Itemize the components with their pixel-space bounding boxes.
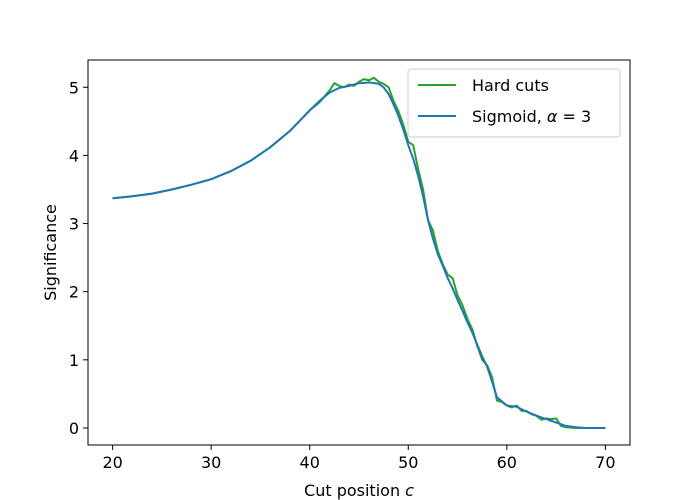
x-tick-label: 70	[595, 453, 615, 472]
x-tick-label: 40	[300, 453, 320, 472]
legend-label-sigmoid: Sigmoid, α = 3	[472, 107, 591, 126]
x-axis: 20 30 40 50 60 70	[102, 445, 616, 472]
y-tick-label: 5	[69, 78, 79, 97]
x-axis-label-text: Cut position	[304, 481, 405, 500]
y-tick-label: 0	[69, 419, 79, 438]
y-tick-label: 4	[69, 146, 79, 165]
x-tick-label: 50	[398, 453, 418, 472]
series-line-sigmoid	[112, 81, 606, 429]
x-tick-label: 20	[102, 453, 122, 472]
x-axis-label: Cut position c	[304, 481, 414, 500]
axes-frame	[87, 59, 631, 446]
y-tick-label: 2	[69, 283, 79, 302]
legend: Hard cuts Sigmoid, α = 3	[407, 68, 621, 138]
legend-label-hard-cuts: Hard cuts	[472, 76, 549, 95]
legend-label-sigmoid-alpha: α	[547, 107, 558, 126]
y-tick-label: 3	[69, 215, 79, 234]
y-axis-label: Significance	[41, 204, 60, 301]
x-axis-label-variable: c	[405, 481, 414, 500]
legend-box	[407, 68, 621, 138]
x-tick-label: 60	[497, 453, 517, 472]
legend-label-sigmoid-suffix: = 3	[557, 107, 591, 126]
plot-area	[87, 59, 631, 446]
y-tick-label: 1	[69, 351, 79, 370]
legend-label-sigmoid-prefix: Sigmoid,	[472, 107, 547, 126]
y-axis: 0 1 2 3 4 5	[69, 78, 88, 438]
series-layer	[112, 76, 606, 429]
x-tick-label: 30	[201, 453, 221, 472]
